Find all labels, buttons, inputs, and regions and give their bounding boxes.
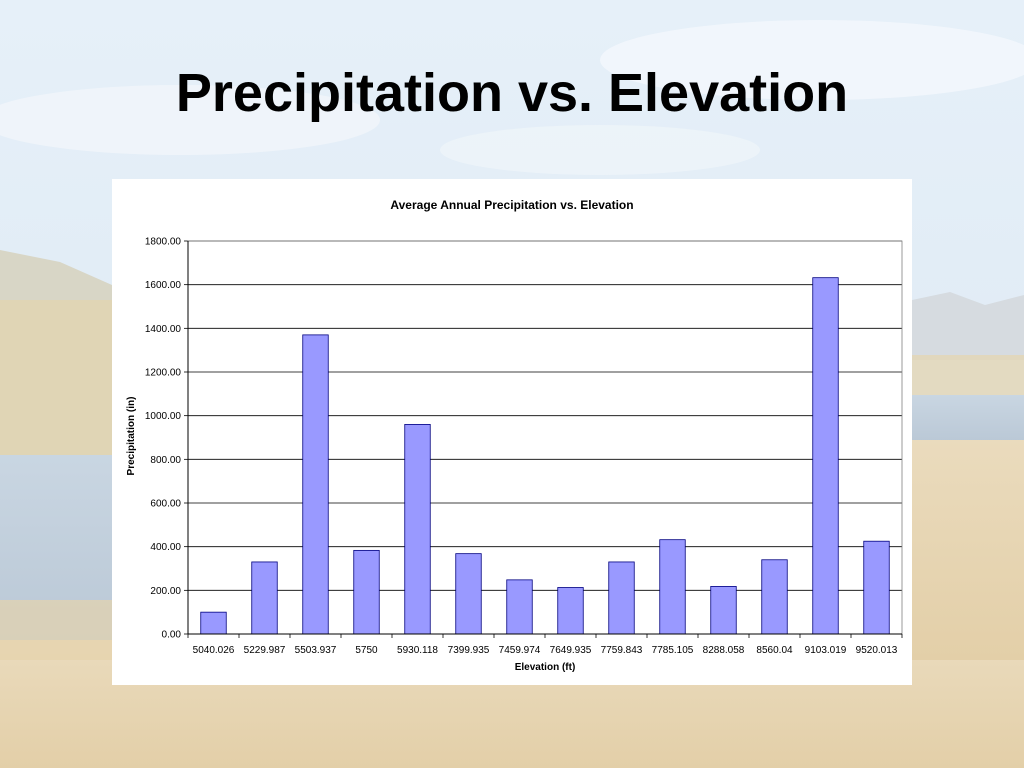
bars — [200, 277, 890, 635]
x-tick-label: 9520.013 — [856, 645, 898, 656]
bar — [353, 549, 380, 635]
y-tick-label: 400.00 — [150, 542, 181, 553]
bar — [455, 553, 482, 635]
x-tick-label: 5750 — [355, 645, 378, 656]
bar-chart: Average Annual Precipitation vs. Elevati… — [126, 198, 903, 673]
bar — [200, 611, 227, 635]
bar — [608, 561, 635, 635]
y-axis-label: Precipitation (in) — [126, 397, 137, 476]
x-tick-label: 7785.105 — [652, 645, 694, 656]
x-tick-label: 5229.987 — [244, 645, 286, 656]
plot-area-border — [187, 240, 903, 635]
y-tick-label: 1800.00 — [145, 237, 182, 248]
bar — [863, 540, 890, 635]
bar — [506, 579, 533, 635]
x-tick-label: 7759.843 — [601, 645, 643, 656]
axes — [184, 240, 903, 638]
x-tick-label: 7649.935 — [550, 645, 592, 656]
bar — [710, 586, 737, 635]
y-tick-label: 0.00 — [162, 630, 182, 641]
x-tick-label: 7399.935 — [448, 645, 490, 656]
x-tick-label: 7459.974 — [499, 645, 541, 656]
y-tick-label: 600.00 — [150, 499, 181, 510]
bar — [251, 561, 278, 635]
x-tick-label: 8288.058 — [703, 645, 745, 656]
x-tick-label: 8560.04 — [756, 645, 793, 656]
x-tick-label: 5503.937 — [295, 645, 337, 656]
x-tick-label: 5040.026 — [193, 645, 235, 656]
y-tick-label: 1200.00 — [145, 368, 182, 379]
x-axis-label: Elevation (ft) — [515, 662, 576, 673]
y-tick-label: 1000.00 — [145, 411, 182, 422]
bar — [302, 334, 329, 635]
chart-title: Average Annual Precipitation vs. Elevati… — [390, 198, 633, 212]
x-tick-label: 5930.118 — [397, 645, 438, 656]
bar — [404, 423, 431, 635]
y-tick-labels: 0.00 200.00 400.00 600.00 800.00 1000.00 1200.… — [145, 237, 182, 641]
gridlines — [188, 240, 902, 635]
chart-panel: Average Annual Precipitation vs. Elevati… — [112, 179, 912, 685]
x-tick-labels: 5040.026 5229.987 5503.937 5750 5930.118 7399… — [193, 645, 898, 656]
y-tick-label: 1600.00 — [145, 280, 182, 291]
bar — [557, 587, 584, 635]
slide-title: Precipitation vs. Elevation — [175, 63, 849, 123]
y-tick-label: 1400.00 — [145, 324, 182, 335]
x-tick-label: 9103.019 — [805, 645, 847, 656]
y-tick-label: 800.00 — [150, 455, 181, 466]
bar — [812, 277, 839, 635]
bar — [659, 539, 686, 635]
y-tick-label: 200.00 — [150, 586, 181, 597]
bar — [761, 559, 788, 635]
